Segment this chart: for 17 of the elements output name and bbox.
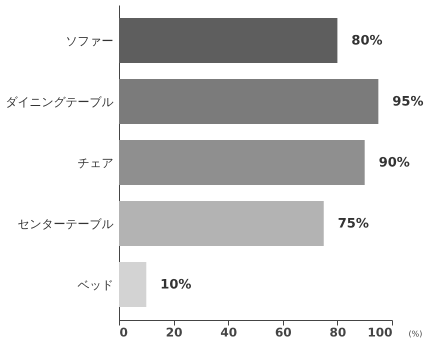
y-tick-label: ソファー xyxy=(66,34,114,48)
data-label: 75% xyxy=(338,216,369,232)
x-tick-label: 60 xyxy=(274,326,292,340)
x-tick-label: 40 xyxy=(220,326,238,340)
data-label: 10% xyxy=(160,278,192,292)
data-label: 90% xyxy=(378,156,410,170)
y-tick-label: センターテーブル xyxy=(18,217,114,231)
x-tick-label: 20 xyxy=(166,326,182,340)
y-tick-label: チェア xyxy=(78,156,114,170)
y-tick-label: ダイニングテーブル xyxy=(6,95,114,109)
x-axis-title: (%) xyxy=(408,330,422,338)
x-tick-label: 0 xyxy=(120,326,128,340)
y-tick-label: ベッド xyxy=(78,278,114,292)
data-label: 80% xyxy=(351,34,383,48)
x-tick-label: 100 xyxy=(367,326,392,340)
data-label: 95% xyxy=(392,94,424,110)
x-tick-label: 80 xyxy=(330,326,346,340)
